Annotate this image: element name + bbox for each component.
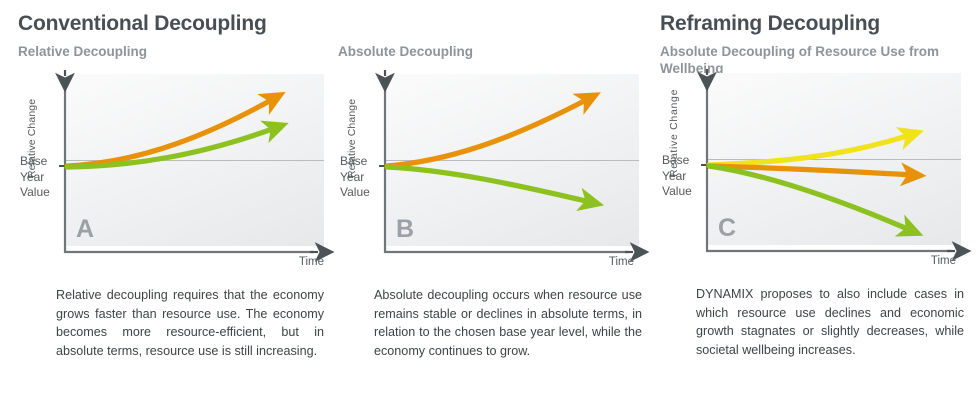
panel-a-curves bbox=[64, 91, 289, 170]
panel-c-economic-growth-curve bbox=[706, 162, 927, 187]
panel-c-baseline-label: Base Year Value bbox=[662, 153, 706, 200]
baseline-label-line1: Base bbox=[340, 154, 368, 168]
reframing-decoupling-title: Reframing Decoupling bbox=[660, 12, 881, 35]
baseline-label-line2: Year bbox=[340, 169, 365, 184]
baseline-label-line1: Base bbox=[662, 153, 690, 167]
panel-b-baseline-label: Base Year Value bbox=[340, 154, 384, 201]
panel-b-x-axis-label: Time bbox=[608, 256, 634, 268]
panel-c-caption: DYNAMIX proposes to also include cases i… bbox=[696, 287, 964, 357]
panel-c-resource-curve bbox=[706, 163, 924, 237]
panel-a-baseline-rule bbox=[66, 160, 324, 161]
panel-c-chart: Relative Change Base Year Value C bbox=[660, 65, 972, 275]
panel-c-letter: C bbox=[718, 214, 737, 242]
panel-b-economy-curve bbox=[384, 92, 601, 169]
panel-a: Conventional Decoupling Relative Decoupl… bbox=[0, 0, 335, 417]
baseline-label-line3: Value bbox=[20, 185, 50, 199]
baseline-label-line1: Base bbox=[20, 154, 48, 168]
baseline-label-line3: Value bbox=[662, 184, 692, 198]
baseline-label-line2: Year bbox=[20, 169, 45, 184]
panel-b-curves bbox=[384, 92, 605, 212]
panel-c-x-axis-label: Time bbox=[930, 255, 956, 267]
panel-c-curves bbox=[706, 127, 927, 237]
baseline-label-line3: Value bbox=[340, 185, 370, 199]
panel-b-baseline-rule bbox=[386, 160, 639, 161]
panel-b-chart: Relative Change Base Year Value B bbox=[338, 66, 650, 276]
conventional-decoupling-title: Conventional Decoupling bbox=[18, 12, 267, 35]
panel-a-subtitle: Relative Decoupling bbox=[18, 44, 148, 59]
panel-a-chart: Relative Change Base Year Value A bbox=[18, 66, 335, 276]
panel-a-resource-curve bbox=[64, 120, 289, 170]
panel-a-baseline-label: Base Year Value bbox=[20, 154, 64, 201]
panel-b: Conventional Decoupling Absolute Decoupl… bbox=[330, 0, 650, 417]
panel-c-baseline-rule bbox=[708, 159, 961, 160]
panel-c-wellbeing-curve bbox=[706, 127, 924, 168]
baseline-label-line2: Year bbox=[662, 168, 687, 183]
panel-a-letter: A bbox=[76, 215, 95, 243]
panel-b-subtitle: Absolute Decoupling bbox=[338, 44, 473, 59]
panel-b-letter: B bbox=[396, 215, 415, 243]
panel-b-caption: Absolute decoupling occurs when resource… bbox=[374, 288, 642, 358]
panel-b-resource-curve bbox=[384, 164, 605, 212]
panel-c: Reframing Decoupling Absolute Decoupling… bbox=[650, 0, 980, 417]
panel-a-x-axis-label: Time bbox=[298, 256, 324, 268]
panel-a-caption: Relative decoupling requires that the ec… bbox=[56, 288, 324, 358]
